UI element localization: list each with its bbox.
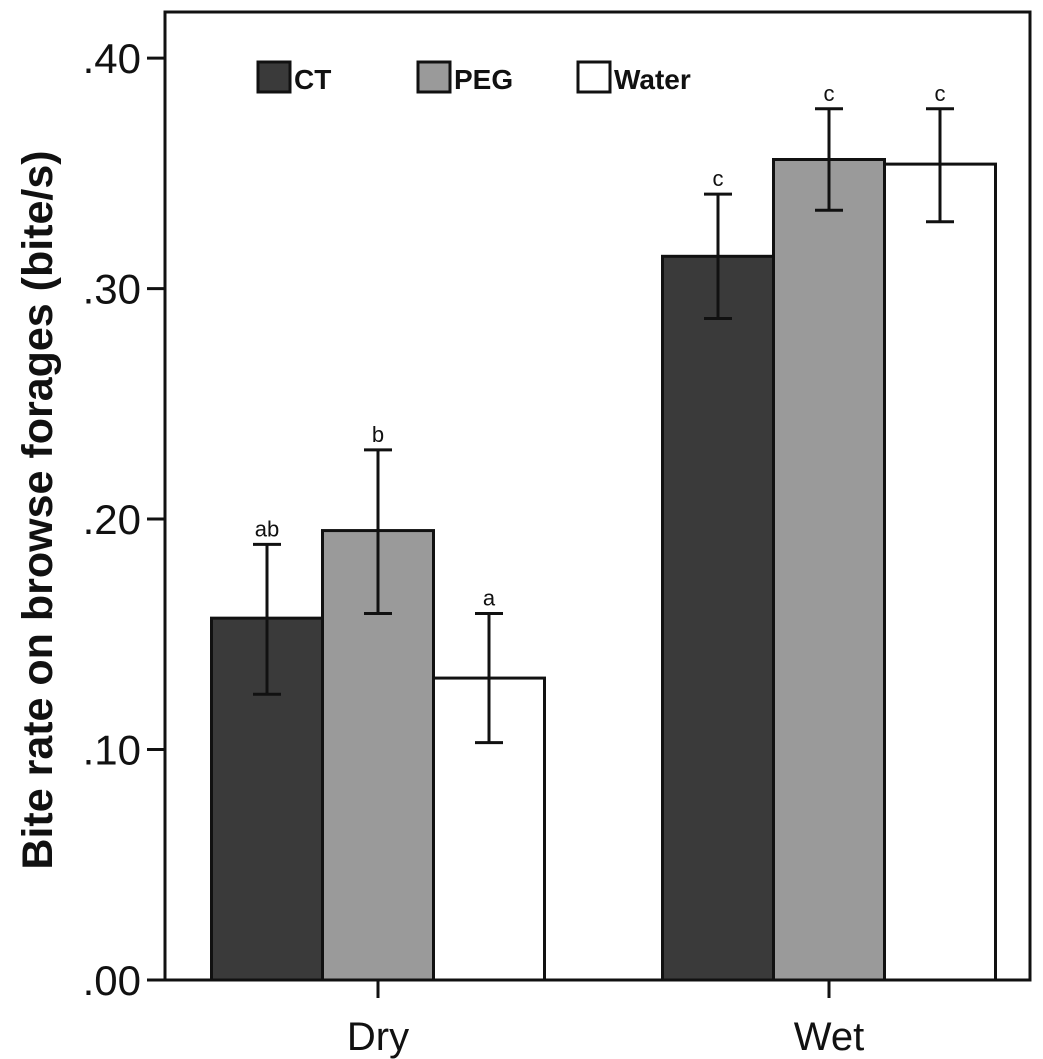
x-tick-label: Wet: [794, 1015, 864, 1059]
y-axis-title: Bite rate on browse forages (bite/s): [14, 150, 62, 869]
significance-label: a: [483, 586, 496, 611]
legend-swatch: [576, 60, 612, 94]
significance-label: c: [824, 81, 835, 106]
legend-label: CT: [294, 64, 331, 95]
bar: [661, 254, 775, 982]
significance-label: c: [713, 166, 724, 191]
significance-label: b: [372, 422, 384, 447]
y-tick-label: .10: [83, 727, 141, 774]
legend-label: PEG: [454, 64, 513, 95]
legend-label: Water: [614, 64, 691, 95]
y-tick-label: .00: [83, 957, 141, 1004]
bar: [883, 162, 997, 982]
significance-label: c: [935, 81, 946, 106]
x-tick-label: Dry: [347, 1015, 409, 1059]
legend-swatch: [256, 60, 292, 94]
y-tick-label: .40: [83, 35, 141, 82]
significance-label: ab: [255, 516, 279, 541]
legend-swatch: [416, 60, 452, 94]
y-tick-label: .20: [83, 496, 141, 543]
y-tick-label: .30: [83, 266, 141, 313]
bar: [772, 158, 886, 982]
plot-frame: [163, 10, 1032, 982]
